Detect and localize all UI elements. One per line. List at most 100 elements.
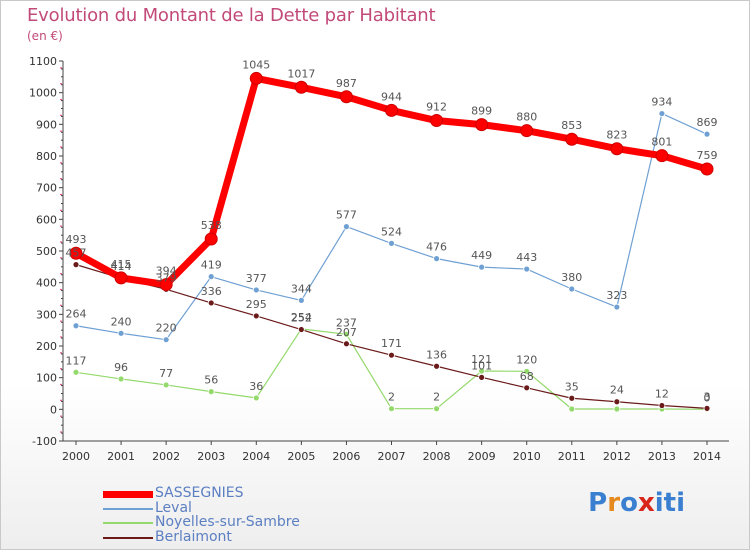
series-point-3: [568, 394, 576, 402]
series-point-3: [613, 398, 621, 406]
data-label: 264: [66, 308, 87, 321]
series-point-1: [388, 239, 395, 247]
series-point-1: [568, 285, 576, 293]
series-point-0: [700, 162, 714, 176]
data-label: 987: [336, 77, 357, 90]
y-tick-label: 200: [36, 340, 57, 353]
series-point-0: [610, 142, 624, 156]
legend-swatch: [103, 536, 153, 539]
data-label: 323: [606, 289, 627, 302]
x-tick-label: 2011: [558, 450, 586, 463]
data-label: 240: [111, 315, 132, 328]
legend-item: Leval: [103, 499, 363, 517]
series-point-1: [72, 322, 80, 330]
series-point-3: [658, 402, 666, 409]
data-label: 801: [651, 136, 672, 149]
y-tick-label: 0: [50, 403, 57, 416]
data-label: 252: [291, 312, 312, 325]
legend-swatch: [103, 491, 153, 498]
series-point-3: [433, 362, 440, 370]
data-label: 136: [426, 348, 447, 361]
data-label: 117: [66, 354, 87, 367]
series-point-1: [162, 336, 170, 344]
series-point-3: [207, 299, 215, 307]
series-point-3: [478, 373, 486, 381]
data-label: 121: [471, 353, 492, 366]
chart-title: Evolution du Montant de la Dette par Hab…: [27, 5, 436, 26]
y-tick-label: 400: [36, 277, 57, 290]
legend-label: Noyelles-sur-Sambre: [155, 514, 300, 530]
x-tick-label: 2004: [242, 450, 270, 463]
data-label: 449: [471, 249, 492, 262]
y-tick-label: 700: [36, 182, 57, 195]
legend-swatch: [103, 507, 153, 510]
data-label: 344: [291, 282, 312, 295]
data-label: 934: [651, 96, 672, 109]
series-point-1: [478, 263, 486, 271]
series-point-1: [343, 223, 350, 231]
series-point-0: [204, 232, 218, 246]
x-tick-label: 2012: [603, 450, 631, 463]
legend-item: Berlaimont: [103, 528, 363, 546]
data-label: 2: [388, 391, 395, 404]
series-point-3: [703, 404, 711, 412]
data-label: 380: [561, 271, 582, 284]
x-tick-label: 2000: [62, 450, 90, 463]
data-label: 120: [516, 353, 537, 366]
data-label: 1045: [242, 58, 270, 71]
data-label: 379: [156, 271, 177, 284]
data-label: 912: [426, 101, 447, 114]
series-point-0: [520, 124, 534, 138]
y-tick-label: 1100: [29, 55, 57, 68]
x-tick-label: 2006: [332, 450, 360, 463]
data-label: 171: [381, 337, 402, 350]
series-point-3: [388, 351, 395, 359]
y-tick-label: 1000: [29, 87, 57, 100]
data-label: 24: [610, 384, 624, 397]
data-label: 880: [516, 111, 537, 124]
data-label: 524: [381, 225, 402, 238]
series-point-0: [475, 118, 489, 132]
series-point-0: [655, 149, 669, 163]
data-label: 414: [111, 260, 132, 273]
data-label: 415: [111, 258, 132, 271]
x-tick-label: 2003: [197, 450, 225, 463]
legend-label: Leval: [155, 499, 192, 516]
series-point-3: [72, 261, 80, 269]
y-tick-label: 100: [36, 372, 57, 385]
x-tick-label: 2009: [468, 450, 496, 463]
series-point-2: [433, 405, 440, 413]
logo-letter: o: [620, 488, 638, 518]
data-label: 3: [704, 390, 711, 403]
x-tick-label: 2005: [287, 450, 315, 463]
series-point-2: [343, 330, 350, 338]
data-label: 493: [66, 233, 87, 246]
series-point-3: [343, 340, 350, 348]
data-label: 1017: [287, 67, 315, 80]
series-point-2: [252, 394, 260, 402]
data-label: 237: [336, 316, 357, 329]
logo-letter: i: [676, 488, 685, 518]
data-label: 101: [471, 359, 492, 372]
series-point-0: [249, 71, 263, 85]
data-label: 295: [246, 298, 267, 311]
x-tick-label: 2001: [107, 450, 135, 463]
series-point-1: [297, 296, 305, 304]
data-label: 443: [516, 251, 537, 264]
x-tick-label: 2007: [378, 450, 406, 463]
proxiti-logo: Proxiti: [588, 488, 685, 518]
series-point-2: [117, 375, 125, 383]
data-label: 823: [606, 129, 627, 142]
data-label: 853: [561, 119, 582, 132]
legend-label: Berlaimont: [155, 528, 232, 545]
logo-letter: i: [654, 488, 664, 518]
data-label: 759: [697, 149, 718, 162]
series-point-0: [565, 132, 579, 146]
data-label: 12: [655, 388, 669, 401]
data-label: 35: [565, 380, 579, 393]
series-point-3: [252, 312, 260, 320]
series-point-1: [703, 130, 711, 138]
series-point-0: [114, 271, 128, 285]
legend-item: Noyelles-sur-Sambre: [103, 514, 363, 531]
